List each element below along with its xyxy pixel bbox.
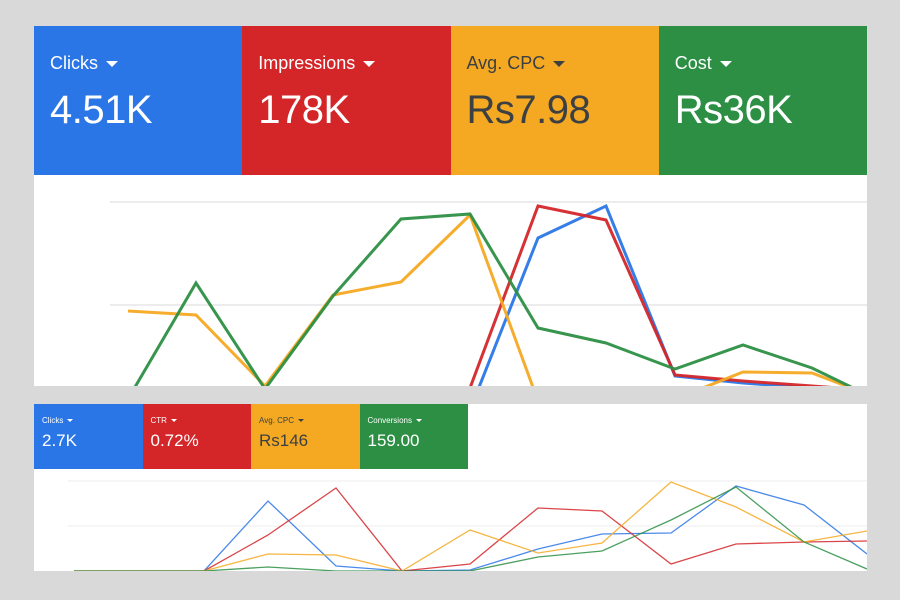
caret-down-icon[interactable] — [170, 419, 177, 422]
caret-down-icon[interactable] — [553, 60, 566, 67]
top-scorecards: Clicks 4.51K Impressions 178K Avg. CPC R… — [34, 26, 867, 175]
series-line-conversions — [74, 486, 867, 571]
top-metrics-panel: Clicks 4.51K Impressions 178K Avg. CPC R… — [34, 26, 867, 386]
caret-down-icon[interactable] — [297, 419, 304, 422]
scorecard-clicks[interactable]: Clicks 4.51K — [34, 26, 243, 175]
caret-down-icon[interactable] — [719, 60, 732, 67]
caret-down-icon[interactable] — [363, 60, 376, 67]
scorecard-label: Conversions — [367, 416, 412, 425]
series-line-impressions — [469, 204, 833, 386]
scorecard-value: 4.51K — [50, 88, 153, 132]
bottom-scorecards: Clicks 2.7K CTR 0.72% Avg. CPC Rs146 Con… — [34, 404, 468, 469]
caret-down-icon[interactable] — [67, 419, 74, 422]
series-line-cost — [133, 212, 853, 386]
series-line-avg-cpc — [127, 212, 851, 386]
series-line-clicks — [477, 203, 806, 386]
scorecard-label: Clicks — [50, 53, 98, 73]
scorecard-label: CTR — [150, 416, 167, 425]
scorecard-value: 0.72% — [150, 431, 199, 450]
scorecard-value: 159.00 — [367, 431, 420, 450]
scorecard-cost[interactable]: Cost Rs36K — [658, 26, 867, 175]
scorecard-label: Avg. CPC — [259, 416, 294, 425]
scorecard-avg-cpc[interactable]: Avg. CPC Rs7.98 — [450, 26, 659, 175]
series-line-ctr — [74, 487, 867, 571]
top-line-chart — [110, 201, 867, 386]
scorecard-conversions[interactable]: Conversions 159.00 — [359, 404, 468, 469]
series-line-avg-cpc — [74, 481, 867, 571]
scorecard-clicks[interactable]: Clicks 2.7K — [34, 404, 143, 469]
scorecard-value: 2.7K — [42, 431, 77, 450]
bottom-metrics-panel: Clicks 2.7K CTR 0.72% Avg. CPC Rs146 Con… — [34, 404, 867, 571]
scorecard-value: Rs146 — [259, 431, 309, 450]
scorecard-label: Cost — [674, 53, 712, 73]
scorecard-avg-cpc[interactable]: Avg. CPC Rs146 — [251, 404, 360, 469]
scorecard-ctr[interactable]: CTR 0.72% — [142, 404, 251, 469]
series-line-clicks — [74, 485, 867, 571]
scorecard-label: Avg. CPC — [466, 53, 546, 73]
caret-down-icon[interactable] — [106, 60, 118, 67]
scorecard-label: Clicks — [42, 416, 64, 425]
bottom-line-chart — [68, 480, 867, 571]
scorecard-impressions[interactable]: Impressions 178K — [242, 26, 451, 175]
scorecard-value: Rs7.98 — [466, 88, 591, 132]
scorecard-value: Rs36K — [674, 88, 793, 132]
scorecard-label: Impressions — [258, 53, 356, 73]
scorecard-value: 178K — [258, 88, 350, 132]
caret-down-icon[interactable] — [415, 419, 422, 422]
